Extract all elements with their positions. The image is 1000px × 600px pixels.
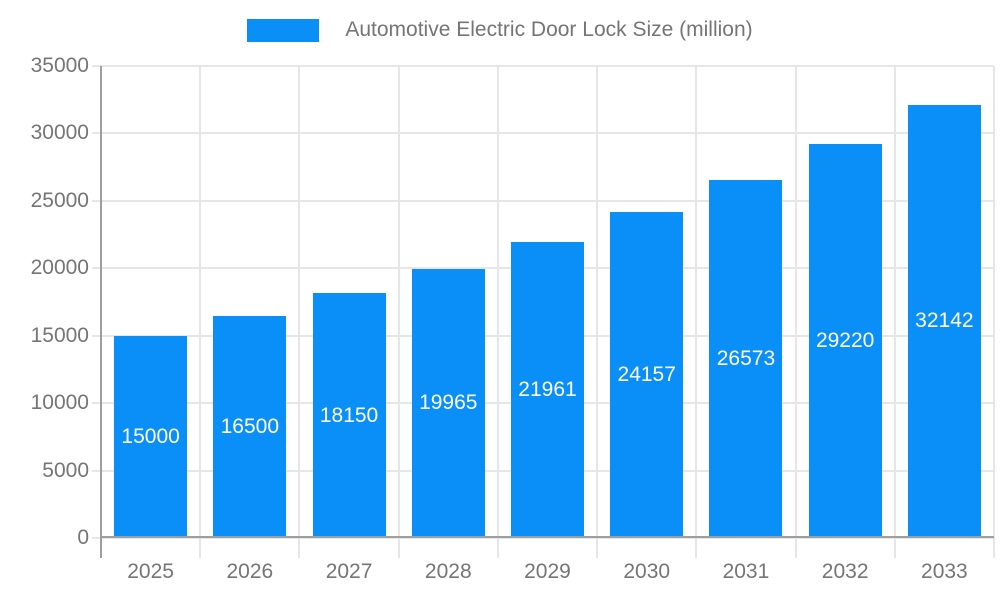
x-tick-label: 2032 — [821, 560, 869, 583]
bar-2033[interactable]: 32142 — [907, 104, 981, 538]
category-separator — [298, 66, 301, 558]
x-tick-label: 2027 — [325, 560, 373, 583]
x-tick-label: 2028 — [424, 560, 472, 583]
bar-value-label: 15000 — [121, 424, 180, 448]
gridline-y-25000 — [92, 199, 994, 202]
bar-value-label: 16500 — [220, 414, 280, 438]
y-tick-label: 35000 — [30, 54, 89, 77]
bar-2030[interactable]: 24157 — [610, 212, 684, 538]
bar-value-label: 32142 — [915, 309, 974, 333]
y-tick-label: 5000 — [42, 458, 89, 482]
y-tick-label: 20000 — [30, 256, 89, 280]
bar-value-label: 26573 — [716, 346, 776, 370]
category-separator — [199, 66, 202, 558]
legend-label: Automotive Electric Door Lock Size (mill… — [345, 18, 753, 41]
bar-2031[interactable]: 26573 — [709, 179, 783, 538]
gridline-y-0 — [92, 537, 994, 539]
y-tick-label: 10000 — [30, 391, 89, 415]
x-axis-line — [100, 536, 994, 538]
category-separator — [893, 66, 896, 558]
category-separator — [993, 66, 995, 558]
category-separator — [596, 66, 599, 558]
y-axis-line — [100, 66, 102, 558]
x-tick-label: 2029 — [524, 560, 571, 583]
gridline-y-30000 — [92, 132, 994, 135]
legend-item[interactable]: Automotive Electric Door Lock Size (mill… — [247, 18, 753, 42]
y-tick-label: 25000 — [30, 188, 89, 212]
category-separator — [397, 66, 400, 558]
bar-value-label: 24157 — [617, 363, 676, 387]
legend: Automotive Electric Door Lock Size (mill… — [0, 18, 1000, 42]
y-tick-label: 15000 — [30, 323, 89, 347]
bar-2025[interactable]: 15000 — [114, 335, 188, 538]
category-separator — [496, 66, 499, 558]
category-separator — [695, 66, 698, 558]
plot-area: 15000 16500 18150 19965 21961 24157 26573 29220… — [92, 65, 995, 558]
bar-2027[interactable]: 18150 — [312, 293, 386, 538]
bar-2029[interactable]: 21961 — [511, 241, 584, 538]
bar-value-label: 18150 — [319, 403, 379, 427]
bar-2028[interactable]: 19965 — [411, 268, 485, 538]
x-tick-label: 2025 — [127, 560, 174, 583]
bar-2026[interactable]: 16500 — [213, 315, 287, 538]
bar-2032[interactable]: 29220 — [808, 143, 882, 538]
y-tick-label: 0 — [77, 526, 89, 549]
x-tick-label: 2026 — [226, 560, 274, 583]
bar-value-label: 29220 — [815, 328, 875, 352]
bar-value-label: 21961 — [518, 377, 577, 401]
gridline-y-35000 — [92, 65, 994, 67]
x-tick-label: 2030 — [623, 560, 671, 583]
x-tick-label: 2033 — [921, 560, 968, 583]
x-tick-label: 2031 — [722, 560, 770, 583]
y-tick-label: 30000 — [30, 121, 89, 145]
category-separator — [794, 66, 797, 558]
bar-value-label: 19965 — [419, 391, 478, 415]
legend-swatch-icon — [247, 18, 320, 42]
